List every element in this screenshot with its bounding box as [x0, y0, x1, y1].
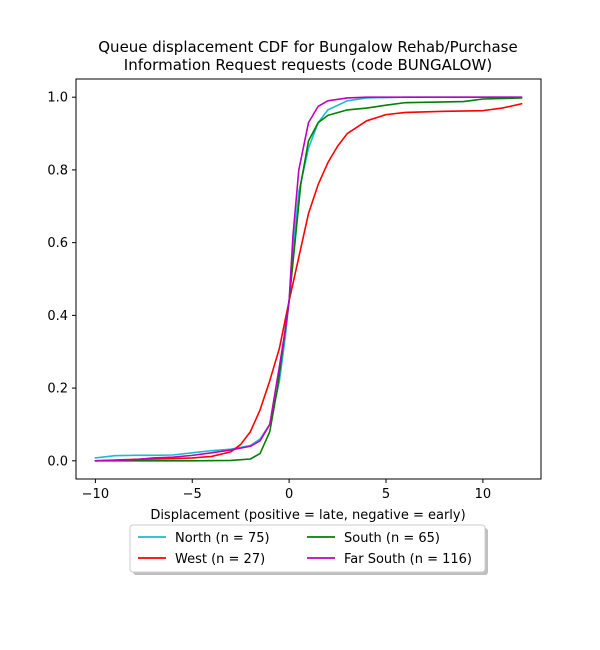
- x-tick-label: 5: [382, 487, 390, 502]
- series-layer: [94, 96, 523, 462]
- series-line-2: [94, 97, 523, 462]
- chart-title-line-1: Queue displacement CDF for Bungalow Reha…: [98, 38, 517, 56]
- legend-box: [129, 524, 486, 573]
- y-axis-ticks: 0.0 0.2 0.4 0.6 0.8 1.0: [47, 91, 76, 469]
- x-axis-label: Displacement (positive = late, negative …: [150, 508, 465, 523]
- chart-title-line-2: Information Request requests (code BUNGA…: [124, 56, 492, 74]
- legend-label-0: North (n = 75): [175, 531, 270, 546]
- legend: North (n = 75) West (n = 27) South (n = 65…: [129, 524, 488, 575]
- x-tick-label: 10: [475, 487, 492, 502]
- x-axis-ticks: −10 −5 0 5 10: [82, 479, 491, 502]
- series-line-1: [94, 102, 523, 462]
- y-tick-label: 0.8: [47, 163, 68, 178]
- legend-label-3: Far South (n = 116): [344, 552, 472, 567]
- x-tick-label: −10: [82, 487, 109, 502]
- y-tick-label: 0.6: [47, 236, 68, 251]
- y-tick-label: 0.2: [47, 382, 68, 397]
- axes-frame: [75, 78, 542, 480]
- legend-label-2: South (n = 65): [344, 531, 440, 546]
- x-tick-label: 0: [285, 487, 293, 502]
- plot-area: [75, 78, 542, 480]
- x-tick-label: −5: [183, 487, 202, 502]
- legend-items: North (n = 75) West (n = 27) South (n = 65…: [138, 531, 472, 567]
- y-tick-label: 0.4: [47, 309, 68, 324]
- y-tick-label: 1.0: [47, 91, 68, 106]
- y-tick-label: 0.0: [47, 454, 68, 469]
- legend-label-1: West (n = 27): [175, 552, 265, 567]
- series-line-0: [94, 96, 523, 459]
- series-line-3: [94, 96, 523, 462]
